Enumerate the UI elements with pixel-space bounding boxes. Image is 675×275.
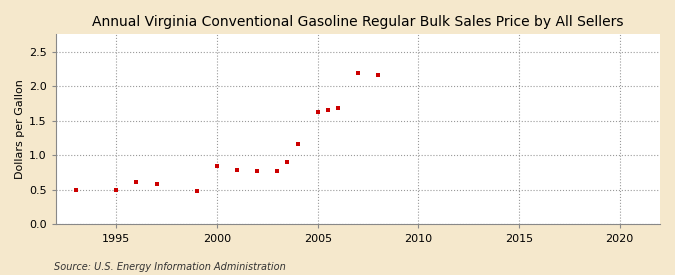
Point <box>192 189 202 194</box>
Point <box>282 159 293 164</box>
Point <box>151 182 162 186</box>
Text: Source: U.S. Energy Information Administration: Source: U.S. Energy Information Administ… <box>54 262 286 272</box>
Y-axis label: Dollars per Gallon: Dollars per Gallon <box>15 79 25 179</box>
Point <box>332 106 343 111</box>
Point <box>111 188 122 192</box>
Point <box>373 73 383 77</box>
Point <box>292 142 303 147</box>
Point <box>313 109 323 114</box>
Point <box>71 188 82 192</box>
Point <box>232 168 242 172</box>
Title: Annual Virginia Conventional Gasoline Regular Bulk Sales Price by All Sellers: Annual Virginia Conventional Gasoline Re… <box>92 15 624 29</box>
Point <box>272 168 283 173</box>
Point <box>323 108 333 112</box>
Point <box>212 164 223 169</box>
Point <box>252 168 263 173</box>
Point <box>352 71 363 75</box>
Point <box>131 179 142 184</box>
